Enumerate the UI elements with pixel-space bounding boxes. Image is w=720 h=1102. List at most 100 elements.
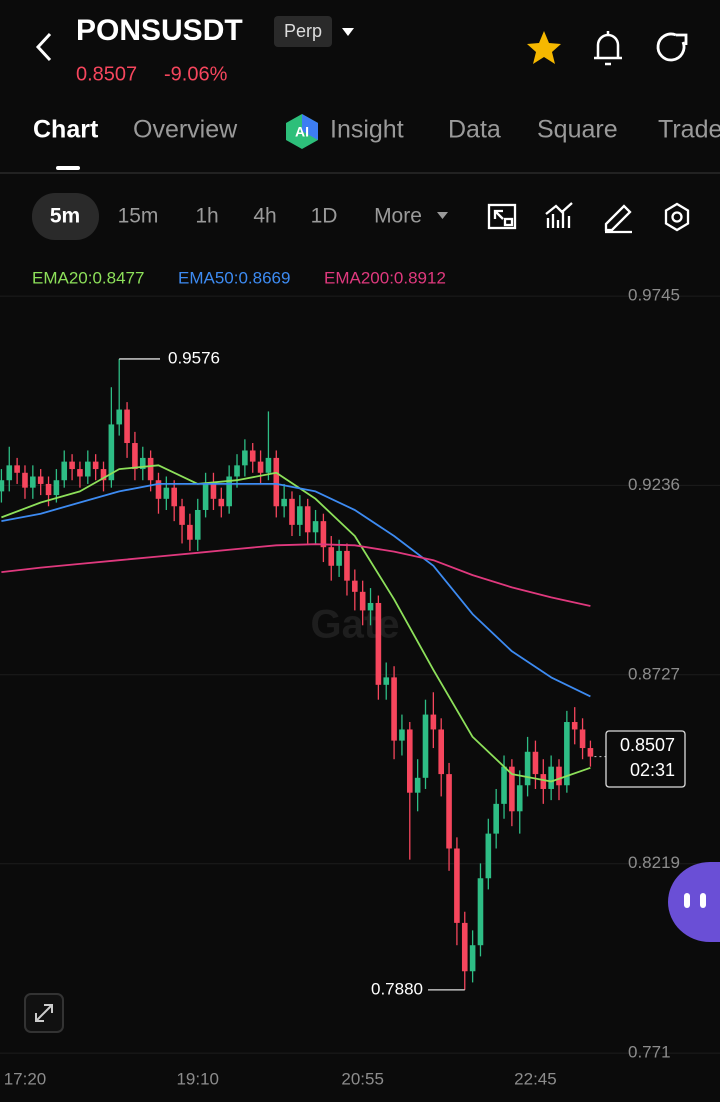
candle-body (430, 714, 437, 730)
candle-body (124, 409, 130, 444)
candle-body (352, 580, 358, 592)
candle-body (328, 547, 335, 566)
ema-line (1, 483, 591, 698)
settings-icon[interactable] (664, 202, 690, 232)
candle-body (257, 461, 264, 473)
refresh-icon[interactable] (656, 32, 688, 62)
candle-body (540, 774, 547, 789)
interval[interactable]: 15m (118, 205, 159, 228)
assistant-bubble[interactable] (668, 862, 720, 942)
candle-body (202, 483, 209, 510)
tab[interactable]: Overview (133, 116, 238, 144)
draw-icon[interactable] (604, 204, 632, 234)
y-tick-label: 0.9745 (628, 286, 680, 305)
candle-body (501, 766, 507, 804)
change: -9.06% (164, 63, 228, 85)
candle-body (210, 483, 217, 499)
tab-indicator (56, 166, 80, 170)
tab[interactable]: Square (537, 116, 618, 144)
countdown: 02:31 (630, 760, 675, 780)
insight-icon: AI (286, 114, 318, 149)
interval[interactable]: 4h (253, 205, 276, 228)
candle-body (304, 506, 311, 533)
interval[interactable]: More (374, 205, 422, 228)
candle-body (281, 498, 287, 507)
candle-body (383, 677, 390, 685)
candle-body (179, 506, 185, 525)
candle-body (194, 509, 201, 540)
candle-body (446, 774, 452, 849)
back-button[interactable] (35, 32, 52, 62)
y-tick-label: 0.771 (628, 1043, 671, 1062)
candle-body (556, 766, 562, 786)
candle-body (375, 602, 382, 685)
indicator-icon[interactable] (545, 202, 573, 228)
candle-body (37, 476, 44, 484)
candle-body (45, 483, 52, 496)
candle-body (155, 480, 162, 499)
x-tick-label: 19:10 (176, 1069, 219, 1088)
tab[interactable]: Data (448, 116, 501, 144)
alert-icon[interactable] (594, 31, 622, 66)
y-tick-label: 0.8727 (628, 664, 680, 683)
legend-entry: EMA200:0.8912 (324, 268, 446, 287)
tab[interactable]: Trade (658, 116, 720, 144)
svg-text:AI: AI (295, 124, 309, 140)
y-tick-label: 0.9236 (628, 475, 680, 494)
candle-body (100, 469, 107, 481)
symbol: PONSUSDT (76, 14, 243, 47)
candle-body (147, 457, 154, 481)
candle-body (422, 714, 429, 778)
candle-body (139, 457, 146, 470)
candle-body (249, 450, 256, 462)
candle-body (234, 465, 240, 477)
more-arrow (437, 212, 448, 219)
symbol-dropdown[interactable] (342, 28, 354, 36)
x-tick-label: 17:20 (4, 1069, 47, 1088)
candle-body (22, 472, 28, 488)
interval-selected (32, 193, 99, 240)
expand-button[interactable] (24, 993, 64, 1033)
candle-body (171, 487, 177, 507)
low-label: 0.7880 (371, 979, 423, 998)
candle-body (53, 480, 60, 496)
candle-body (524, 751, 531, 786)
candle-body (414, 777, 421, 793)
candle-body (359, 591, 366, 611)
price: 0.8507 (76, 63, 137, 85)
candle-body (116, 409, 123, 425)
layout-icon[interactable] (487, 203, 517, 230)
y-tick-label: 0.8219 (628, 853, 680, 872)
candle-body (461, 922, 468, 972)
candle-body (454, 848, 460, 923)
favorite-icon[interactable] (527, 31, 561, 64)
tab[interactable]: Insight (330, 116, 404, 144)
candle-body (564, 722, 570, 786)
legend-entry: EMA20:0.8477 (32, 268, 144, 287)
candle-body (469, 945, 476, 972)
candle-body (30, 476, 36, 488)
candle-body (336, 550, 342, 566)
candle-body (14, 465, 20, 473)
candle-body (69, 461, 75, 470)
candle-body (218, 498, 225, 507)
candle-body (571, 722, 578, 730)
tab[interactable]: Chart (33, 116, 99, 144)
interval[interactable]: 1h (195, 205, 218, 228)
ema-line (1, 543, 591, 607)
candle-body (0, 480, 5, 492)
candle-body (587, 748, 594, 757)
interval[interactable]: 5m (50, 205, 80, 228)
candle-body (532, 751, 539, 775)
candle-body (265, 457, 272, 473)
candle-body (226, 476, 232, 507)
candle-body (312, 521, 319, 533)
interval[interactable]: 1D (311, 205, 338, 228)
candle-body (297, 506, 303, 525)
legend-entry: EMA50:0.8669 (178, 268, 290, 287)
candle-body (344, 550, 350, 581)
candle-body (391, 677, 397, 741)
candle-body (108, 424, 115, 481)
